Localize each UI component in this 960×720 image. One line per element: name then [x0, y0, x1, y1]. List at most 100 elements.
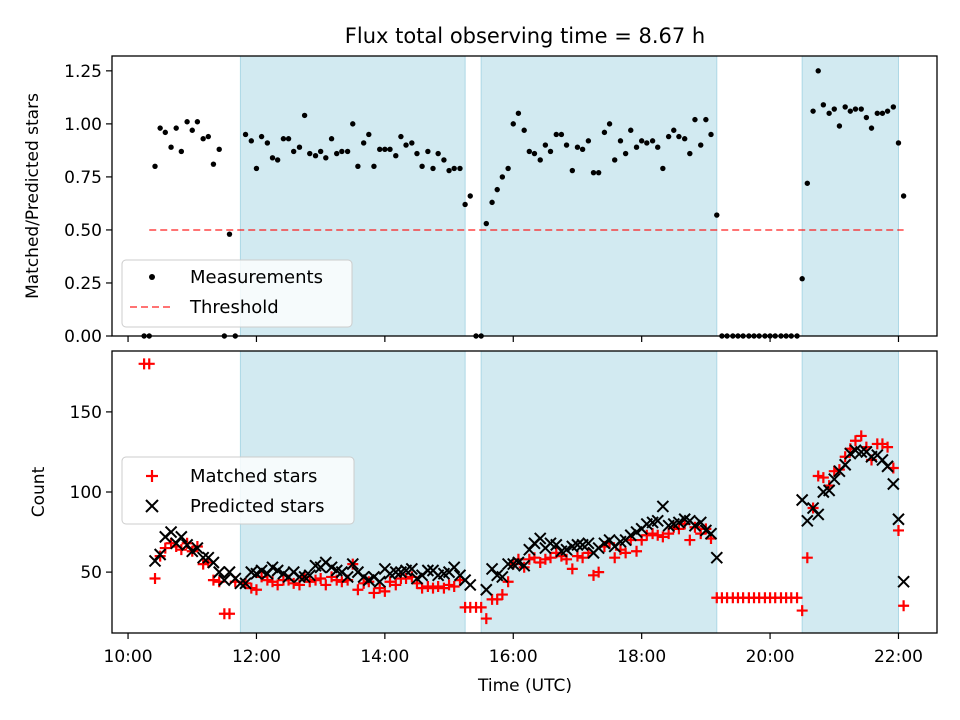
ratio-legend: Measurements Threshold: [121, 259, 353, 328]
measurement-point: [307, 150, 313, 157]
measurement-point: [649, 138, 656, 144]
y-tick-label: 50: [80, 563, 102, 583]
matched-star-point: [812, 470, 824, 482]
measurement-point: [858, 106, 864, 112]
matched-star-point: [223, 608, 235, 620]
measurement-point: [312, 152, 319, 159]
matched-star-point: [475, 601, 487, 613]
measurement-point: [409, 140, 415, 146]
matched-star-point: [197, 558, 209, 570]
measurement-point: [601, 129, 608, 136]
matched-star-point: [620, 547, 632, 559]
matched-star-point: [422, 581, 434, 593]
y-tick-label: 150: [70, 403, 102, 423]
ratio-panel: 0.00 0.25 0.50 0.75 1.00 1.25 Matched/Predict…: [23, 55, 938, 347]
measurement-point: [884, 108, 891, 114]
measurement-point: [505, 165, 511, 172]
measurement-point: [350, 121, 356, 127]
x-tick-label: 16:00: [489, 647, 538, 667]
measurement-point: [852, 106, 859, 112]
matched-star-point: [523, 553, 535, 565]
measurement-point: [467, 193, 473, 199]
ratio-legend-box: [121, 259, 353, 328]
predicted-star-point: [175, 530, 188, 544]
predicted-star-point: [341, 570, 354, 584]
measurement-point: [323, 155, 329, 161]
matched-star-point: [143, 358, 155, 370]
measurement-point: [430, 165, 436, 172]
matched-star-point: [571, 550, 583, 562]
matched-star-point: [566, 563, 578, 575]
predicted-star-point: [255, 564, 268, 577]
measurement-point: [563, 142, 570, 148]
measurement-point: [205, 133, 212, 140]
measurement-point: [414, 150, 420, 157]
predicted-star-point: [624, 529, 637, 542]
matched-star-point: [657, 531, 669, 543]
measurement-point: [248, 138, 255, 144]
predicted-star-point: [234, 577, 247, 590]
x-tick-label: 18:00: [617, 647, 666, 667]
measurement-point: [660, 165, 666, 172]
matched-star-point: [427, 582, 439, 594]
measurement-point: [874, 110, 880, 116]
matched-star-point: [663, 528, 675, 540]
measurement-point: [542, 142, 549, 148]
measurement-point: [521, 127, 527, 133]
ratio-plot-frame: [111, 55, 938, 337]
measurement-point: [317, 148, 324, 155]
measurement-point: [585, 138, 592, 144]
ratio-y-axis-label: Matched/Predicted stars: [23, 93, 43, 299]
measurement-point: [644, 140, 650, 146]
measurement-point: [152, 163, 158, 170]
predicted-star-point: [534, 532, 547, 545]
predicted-star-point: [373, 575, 386, 588]
matched-star-point: [261, 574, 273, 586]
measurement-point: [590, 169, 597, 176]
measurement-point: [194, 119, 201, 125]
matched-star-point: [828, 465, 840, 477]
measurement-point: [371, 163, 377, 170]
predicted-star-point: [801, 514, 814, 528]
matched-star-point: [817, 472, 829, 484]
chart-title: Flux total observing time = 8.67 h: [345, 24, 705, 48]
measurement-point: [628, 127, 634, 133]
y-tick-label: 100: [70, 483, 102, 503]
measurement-point: [441, 157, 447, 163]
predicted-star-point: [656, 500, 670, 513]
predicted-star-point: [651, 514, 664, 528]
predicted-star-point: [688, 519, 702, 532]
matched-star-point: [496, 589, 508, 601]
count-legend: Matched stars Predicted stars: [121, 456, 355, 525]
measurement-point: [253, 165, 260, 172]
measurement-point: [681, 136, 688, 142]
matched-star-point: [855, 430, 867, 442]
matched-star-point: [250, 584, 262, 596]
predicted-star-point: [239, 577, 252, 590]
measurement-point: [665, 133, 672, 140]
measurement-point: [226, 231, 233, 237]
measurement-point: [462, 201, 468, 208]
matched-star-point: [149, 573, 161, 585]
x-tick-label: 12:00: [232, 647, 281, 667]
matched-star-point: [641, 529, 653, 541]
measurement-point: [515, 110, 522, 116]
measurement-point: [633, 144, 640, 150]
predicted-star-point: [293, 570, 306, 584]
ratio-x-ticks: [127, 336, 900, 342]
measurement-point: [714, 212, 720, 218]
measurement-point: [184, 119, 190, 125]
measurement-point: [200, 136, 206, 142]
predicted-star-point: [346, 557, 359, 571]
measurement-point: [290, 148, 297, 155]
measurement-point: [531, 150, 538, 157]
x-tick-label: 22:00: [874, 647, 923, 667]
measurement-point: [157, 125, 163, 131]
measurement-point: [831, 106, 837, 112]
ratio-y-axis: 0.00 0.25 0.50 0.75 1.00 1.25: [64, 62, 112, 347]
matched-star-point: [801, 552, 813, 564]
shaded-interval-1: [480, 55, 718, 337]
measurement-point: [553, 131, 559, 138]
predicted-star-point: [196, 551, 210, 564]
measurement-point: [547, 148, 554, 155]
